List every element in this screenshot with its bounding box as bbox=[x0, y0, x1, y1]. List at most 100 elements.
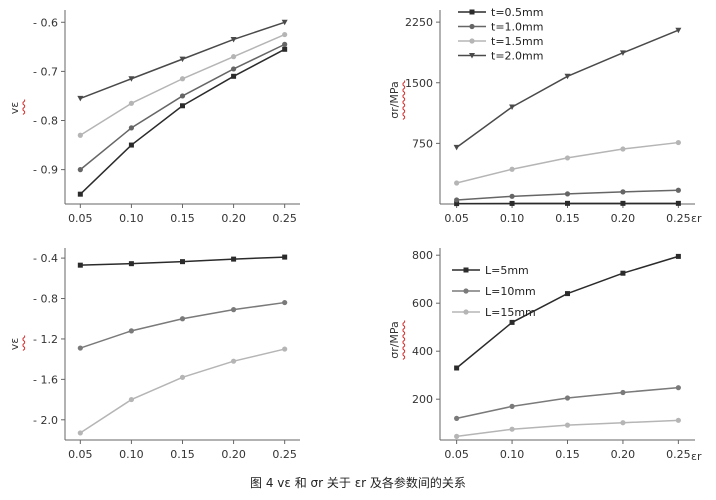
data-point-t=2.0mm bbox=[281, 19, 288, 26]
data-point-L=10mm bbox=[230, 307, 237, 313]
y-axis-title: vε bbox=[8, 102, 21, 115]
series-line-t=1.5mm bbox=[79, 33, 285, 136]
data-point-t=2.0mm bbox=[619, 50, 626, 56]
data-point-L=15mm bbox=[179, 374, 186, 380]
data-point-L=15mm bbox=[128, 396, 135, 403]
data-point-t=1.5mm bbox=[454, 180, 460, 186]
series-line-t=0.5mm bbox=[79, 48, 286, 195]
data-point-t=1.5mm bbox=[77, 132, 83, 138]
y-tick-label: - 0.7 bbox=[33, 65, 58, 78]
y-tick-label: - 0.6 bbox=[33, 16, 58, 29]
x-axis-title: εr bbox=[691, 212, 702, 225]
data-point-L=5mm bbox=[180, 259, 185, 265]
y-tick-label: - 0.9 bbox=[33, 164, 58, 177]
y-tick-label: - 1.6 bbox=[33, 373, 58, 386]
y-axis-title-group: vε bbox=[8, 99, 26, 115]
data-point-L=15mm bbox=[454, 433, 460, 439]
data-point-t=1.0mm bbox=[77, 167, 83, 173]
data-point-t=0.5mm bbox=[620, 200, 626, 206]
y-axis-title-underline bbox=[402, 80, 406, 120]
data-point-L=15mm bbox=[675, 417, 681, 423]
series-line-L=10mm bbox=[80, 301, 285, 349]
data-point-L=15mm bbox=[509, 426, 515, 432]
data-point-t=1.5mm bbox=[564, 155, 571, 161]
data-point-t=1.5mm bbox=[230, 54, 237, 60]
data-point-L=5mm bbox=[231, 256, 237, 262]
y-tick-label: 800 bbox=[412, 249, 433, 262]
legend-label: t=1.0mm bbox=[491, 21, 543, 34]
y-tick-label: 200 bbox=[412, 393, 433, 406]
data-point-L=15mm bbox=[230, 358, 237, 364]
data-point-t=0.5mm bbox=[77, 191, 83, 197]
data-point-L=10mm bbox=[564, 395, 571, 401]
x-tick-label: 0.10 bbox=[119, 212, 144, 225]
data-point-L=5mm bbox=[128, 261, 134, 267]
x-tick-label: 0.25 bbox=[666, 448, 691, 461]
data-point-t=1.0mm bbox=[128, 125, 135, 131]
data-point-t=0.5mm bbox=[675, 200, 681, 206]
y-tick-label: 1500 bbox=[405, 77, 433, 90]
chart-bottom-right: 200 400 600 800 0.05 0.10 0.15 0.20 0.25 σr/MPa εr… bbox=[388, 248, 702, 463]
legend-marker bbox=[463, 267, 469, 273]
y-tick-label: - 1.2 bbox=[33, 333, 58, 346]
data-point-L=15mm bbox=[620, 420, 626, 426]
legend-label: t=2.0mm bbox=[491, 50, 543, 63]
data-point-t=0.5mm bbox=[128, 142, 134, 148]
data-point-t=0.5mm bbox=[454, 201, 460, 207]
data-point-L=15mm bbox=[282, 346, 288, 352]
data-point-L=10mm bbox=[128, 328, 135, 334]
figure-caption: 图 4 vε 和 σr 关于 εr 及各参数间的关系 bbox=[250, 475, 466, 490]
x-tick-label: 0.15 bbox=[555, 212, 580, 225]
y-axis-title-underline bbox=[402, 320, 406, 360]
x-tick-label: 0.25 bbox=[272, 212, 297, 225]
data-point-L=5mm bbox=[454, 365, 460, 371]
data-point-L=10mm bbox=[282, 299, 288, 306]
x-tick-label: 0.05 bbox=[444, 448, 469, 461]
x-tick-label: 0.20 bbox=[611, 448, 636, 461]
y-axis-title-underline bbox=[22, 335, 26, 351]
x-tick-label: 0.05 bbox=[68, 448, 93, 461]
x-tick-label: 0.05 bbox=[444, 212, 469, 225]
y-axis-title-group: σr/MPa bbox=[388, 320, 406, 360]
data-point-t=2.0mm bbox=[230, 36, 237, 43]
legend-label: L=5mm bbox=[485, 264, 529, 277]
data-point-t=2.0mm bbox=[564, 73, 571, 80]
y-axis-title: vε bbox=[8, 338, 21, 351]
data-point-t=0.5mm bbox=[565, 200, 570, 206]
data-point-L=5mm bbox=[509, 319, 515, 325]
legend-label: t=0.5mm bbox=[491, 6, 543, 19]
y-tick-label: - 0.8 bbox=[33, 115, 58, 128]
x-tick-label: 0.10 bbox=[500, 448, 525, 461]
y-tick-label: 750 bbox=[412, 137, 433, 150]
data-point-L=10mm bbox=[675, 385, 681, 391]
legend-label: t=1.5mm bbox=[491, 35, 543, 48]
data-point-t=1.5mm bbox=[179, 76, 186, 82]
legend-marker bbox=[469, 9, 475, 15]
legend-label: L=10mm bbox=[485, 285, 536, 298]
data-point-L=10mm bbox=[509, 403, 515, 409]
data-point-L=10mm bbox=[620, 389, 626, 396]
data-point-L=10mm bbox=[454, 415, 460, 421]
data-point-t=0.5mm bbox=[282, 46, 288, 52]
legend: L=5mm L=10mm L=15mm bbox=[452, 264, 536, 319]
x-tick-label: 0.15 bbox=[170, 448, 195, 461]
x-axis-title: εr bbox=[691, 450, 702, 463]
x-tick-label: 0.10 bbox=[500, 212, 525, 225]
data-point-t=1.0mm bbox=[454, 197, 460, 203]
data-point-t=1.5mm bbox=[282, 31, 288, 38]
legend-label: L=15mm bbox=[485, 306, 536, 319]
data-point-t=1.0mm bbox=[282, 41, 288, 47]
x-tick-label: 0.20 bbox=[611, 212, 636, 225]
y-axis-title-group: σr/MPa bbox=[388, 80, 406, 120]
data-point-t=2.0mm bbox=[453, 144, 460, 151]
series-line-t=1.5mm bbox=[456, 141, 679, 184]
data-point-t=1.0mm bbox=[179, 93, 186, 99]
data-point-L=5mm bbox=[565, 291, 570, 297]
y-tick-label: - 2.0 bbox=[33, 414, 58, 427]
data-point-L=5mm bbox=[675, 253, 681, 259]
data-point-t=1.0mm bbox=[230, 66, 237, 72]
data-point-L=5mm bbox=[620, 270, 626, 276]
data-point-t=2.0mm bbox=[77, 95, 84, 102]
